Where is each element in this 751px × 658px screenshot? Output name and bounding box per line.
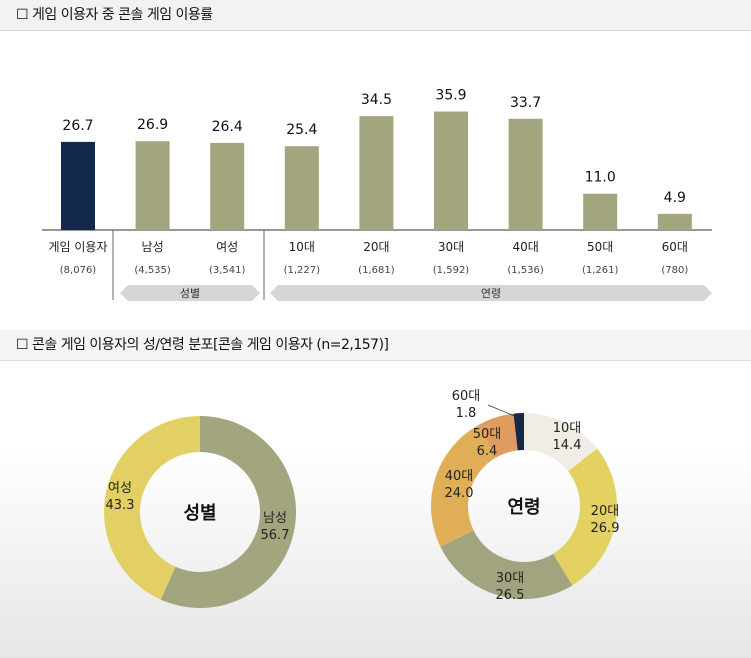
group-band [120,285,260,301]
bar [583,193,618,230]
bar [359,116,394,230]
group-band [270,285,712,301]
bar [657,213,692,230]
group-label: 성별 [180,287,200,300]
slice-value-label: 14.4 [553,438,582,453]
donut-slice [430,425,497,547]
slice-category-label: 40대 [445,469,474,484]
sample-size-label: (1,592) [433,265,470,276]
group-label: 연령 [481,287,501,300]
slice-value-label: 56.7 [261,528,290,543]
bar-value-label: 26.4 [212,119,243,135]
leader-line [487,404,525,421]
slice-value-label: 1.8 [456,406,477,421]
bar [508,118,543,230]
bar [284,146,319,230]
slice-value-label: 6.4 [477,444,498,459]
category-label: 게임 이용자 [48,240,107,254]
bar [61,141,95,230]
category-label: 60대 [662,240,688,254]
bar-value-label: 4.9 [664,190,686,206]
donut-center-label: 성별 [183,503,216,524]
slice-category-label: 60대 [452,389,481,404]
slice-category-label: 여성 [108,481,132,496]
slice-category-label: 20대 [591,504,620,519]
category-label: 40대 [512,240,538,254]
category-label: 20대 [363,240,389,254]
donut-slice [513,413,524,451]
donut-slice [440,530,573,600]
donut-slice [553,448,618,586]
bar-value-label: 33.7 [510,95,541,111]
bar [210,142,245,230]
sample-size-label: (1,681) [358,265,395,276]
bar-value-label: 35.9 [435,88,466,104]
sample-size-label: (8,076) [60,265,97,276]
bar [434,111,468,230]
bar-value-label: 26.7 [62,118,93,134]
category-label: 남성 [142,240,164,254]
bar-value-label: 26.9 [137,117,168,133]
slice-category-label: 30대 [496,571,525,586]
sample-size-label: (1,227) [284,265,321,276]
sample-size-label: (1,261) [582,265,619,276]
donut-slice [104,416,200,600]
section-title-distribution: ☐ 콘솔 게임 이용자의 성/연령 분포[콘솔 게임 이용자 (n=2,157)… [0,330,751,361]
category-label: 여성 [216,240,238,254]
category-label: 30대 [438,240,464,254]
bar [135,141,170,230]
bar-value-label: 11.0 [585,170,616,186]
slice-value-label: 43.3 [106,498,135,513]
donut-slice [478,413,518,458]
sample-size-label: (3,541) [209,265,246,276]
slice-value-label: 26.5 [496,588,525,603]
bar-value-label: 25.4 [286,122,317,138]
donut-center-label: 연령 [507,497,540,518]
slice-category-label: 10대 [553,421,582,436]
sample-size-label: (1,536) [507,265,544,276]
slice-category-label: 50대 [473,427,502,442]
bar-value-label: 34.5 [361,92,392,108]
section-title-usage-rate: ☐ 게임 이용자 중 콘솔 게임 이용률 [0,0,751,31]
category-label: 50대 [587,240,613,254]
category-label: 10대 [289,240,315,254]
sample-size-label: (780) [661,265,688,276]
slice-value-label: 26.9 [591,521,620,536]
slice-value-label: 24.0 [445,486,474,501]
sample-size-label: (4,535) [134,265,171,276]
donut-slice [160,416,297,609]
slice-category-label: 남성 [263,511,287,526]
donut-slice [524,413,598,472]
